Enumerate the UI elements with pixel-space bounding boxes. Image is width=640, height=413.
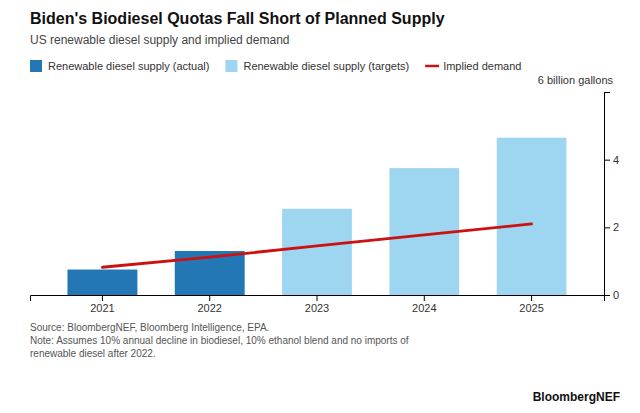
y-axis-line <box>605 93 611 296</box>
bar <box>68 270 138 295</box>
y-tick: 2 <box>604 221 619 233</box>
x-tick-mark <box>102 295 103 301</box>
bar-series <box>68 138 567 295</box>
source-note: Source: BloombergNEF, Bloomberg Intellig… <box>30 322 409 359</box>
y-tick-label: 6 billion gallons <box>538 74 614 86</box>
legend-label: Implied demand <box>443 60 521 72</box>
legend-swatch <box>225 60 237 72</box>
y-tick-label: 4 <box>613 154 619 166</box>
x-tick-label: 2024 <box>412 302 436 314</box>
y-tick-label: 0 <box>613 289 619 301</box>
legend-item: Renewable diesel supply (actual) <box>30 60 209 72</box>
bar <box>68 270 138 295</box>
x-tick: 2025 <box>519 295 543 314</box>
chart: Biden's Biodiesel Quotas Fall Short of P… <box>0 0 640 413</box>
y-tick-mark <box>604 227 610 228</box>
x-tick: 2022 <box>197 295 221 314</box>
x-tick: 2023 <box>305 295 329 314</box>
bar <box>282 209 352 295</box>
x-axis-line <box>31 296 605 302</box>
y-tick: 4 <box>604 154 619 166</box>
x-tick-mark <box>531 295 532 301</box>
x-tick-mark <box>424 295 425 301</box>
x-tick-mark <box>317 295 318 301</box>
marks <box>68 138 567 295</box>
legend-label: Renewable diesel supply (targets) <box>243 60 409 72</box>
y-tick-mark <box>604 295 610 296</box>
line <box>102 224 531 267</box>
y-tick-mark <box>604 160 610 161</box>
x-tick-label: 2022 <box>197 302 221 314</box>
subtitle: US renewable diesel supply and implied d… <box>30 33 290 47</box>
y-tick: 6 billion gallons <box>538 74 614 93</box>
y-tick-label: 2 <box>613 221 619 233</box>
legend-swatch <box>425 65 439 68</box>
bar <box>497 138 567 295</box>
legend-item: Renewable diesel supply (targets) <box>225 60 409 72</box>
y-tick-mark <box>604 92 610 93</box>
branding: BloombergNEF <box>533 390 620 404</box>
y-axis: 0 2 4 6 billion gallons <box>538 74 619 302</box>
y-tick: 0 <box>604 289 619 301</box>
title: Biden's Biodiesel Quotas Fall Short of P… <box>30 10 445 27</box>
legend: Renewable diesel supply (actual) Renewabl… <box>30 60 521 72</box>
x-tick-label: 2021 <box>90 302 114 314</box>
legend-label: Renewable diesel supply (actual) <box>48 60 209 72</box>
x-axis: 2021 2022 2023 2024 2025 <box>31 295 605 314</box>
x-tick-label: 2023 <box>305 302 329 314</box>
x-tick: 2024 <box>412 295 436 314</box>
legend-item: Implied demand <box>425 60 521 72</box>
x-tick-mark <box>209 295 210 301</box>
x-tick-label: 2025 <box>519 302 543 314</box>
plot: 2021 2022 2023 2024 2025 0 2 4 6 billion gallons <box>31 74 620 314</box>
x-tick: 2021 <box>90 295 114 314</box>
legend-swatch <box>30 60 42 72</box>
